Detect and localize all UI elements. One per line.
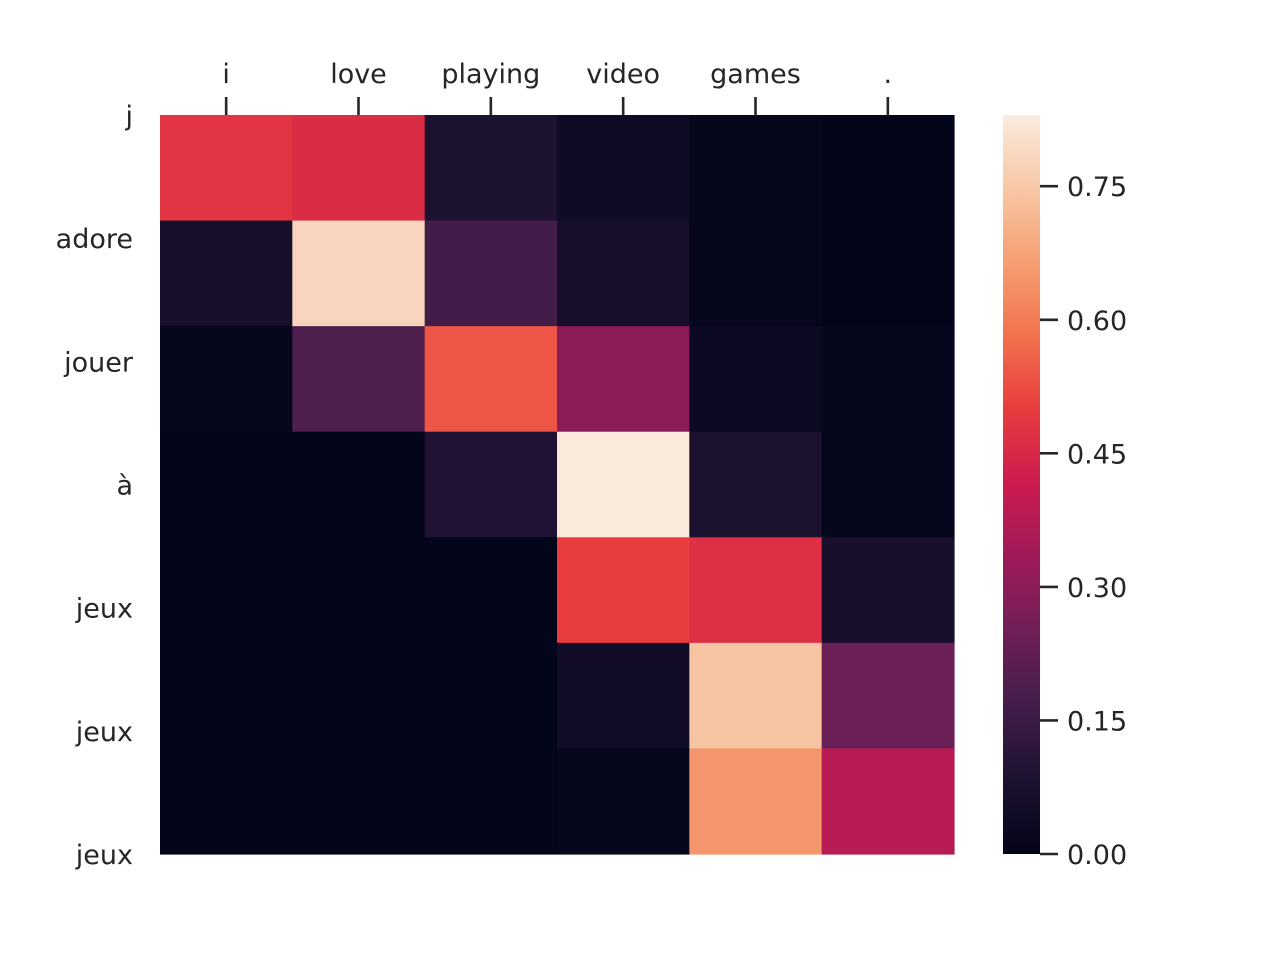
y-axis-left: j adore jouer à jeux jeux jeux [56, 101, 134, 871]
heatmap-cell-r6-c4 [689, 748, 823, 855]
heatmap-cell-r0-c3 [557, 115, 690, 222]
heatmap-cell-r4-c3 [557, 537, 690, 644]
heatmap-cell-r4-c2 [424, 537, 558, 644]
heatmap-cell-r0-c1 [292, 115, 426, 222]
heatmap-cell-r6-c0 [160, 748, 293, 855]
heatmap-cell-r1-c2 [424, 220, 558, 327]
heatmap-cell-r1-c1 [292, 220, 426, 327]
heatmap-cell-r2-c3 [557, 326, 690, 433]
x-tick-label-4: games [710, 59, 801, 90]
heatmap-cell-r6-c3 [557, 748, 690, 855]
y-tick-label-6: jeux [75, 840, 133, 871]
heatmap-cell-r0-c4 [689, 115, 823, 222]
heatmap-cell-r5-c4 [689, 642, 823, 750]
colorbar-tick-label-5: 0.75 [1067, 172, 1127, 203]
colorbar-tick-label-1: 0.15 [1067, 706, 1127, 737]
x-tick-label-2: playing [441, 59, 540, 90]
heatmap-cell-r0-c2 [424, 115, 558, 222]
heatmap-cell-r2-c0 [160, 326, 293, 433]
y-tick-label-0: j [124, 101, 133, 132]
heatmap-cell-r1-c4 [689, 220, 823, 327]
colorbar-tick-label-0: 0.00 [1067, 840, 1127, 871]
colorbar-tick-label-2: 0.30 [1067, 573, 1127, 604]
heatmap-cell-r3-c3 [557, 431, 690, 538]
heatmap-cell-r4-c4 [689, 537, 823, 644]
heatmap-cell-r3-c5 [821, 431, 955, 538]
heatmap-cell-r6-c5 [821, 748, 955, 855]
y-tick-label-2: jouer [63, 347, 134, 378]
x-tick-label-1: love [330, 59, 387, 90]
x-tick-label-3: video [586, 59, 660, 90]
heatmap-cell-r5-c0 [160, 642, 293, 750]
heatmap-cell-r4-c5 [821, 537, 955, 644]
heatmap-cell-r3-c4 [689, 431, 823, 538]
heatmap-cell-r3-c1 [292, 431, 426, 538]
y-tick-label-1: adore [56, 224, 133, 255]
heatmap-cell-r6-c2 [424, 748, 558, 855]
heatmap-cell-r5-c1 [292, 642, 426, 750]
heatmap-cell-r1-c5 [821, 220, 955, 327]
colorbar [1003, 115, 1040, 854]
y-tick-label-4: jeux [75, 594, 133, 625]
heatmap-cell-r5-c2 [424, 642, 558, 750]
x-tick-label-5: . [884, 59, 893, 90]
heatmap-cell-r2-c1 [292, 326, 426, 433]
heatmap-cell-r2-c4 [689, 326, 823, 433]
y-tick-label-5: jeux [75, 717, 133, 748]
x-axis-top: i love playing video games. [222, 59, 892, 115]
heatmap-cell-r3-c2 [424, 431, 558, 538]
x-tick-label-0: i [222, 59, 230, 90]
heatmap-cells [160, 115, 955, 855]
heatmap-cell-r6-c1 [292, 748, 426, 855]
colorbar-tick-label-3: 0.45 [1067, 439, 1127, 470]
colorbar-tick-label-4: 0.60 [1067, 306, 1127, 337]
y-tick-label-3: à [116, 471, 133, 502]
heatmap-cell-r1-c0 [160, 220, 293, 327]
heatmap-cell-r2-c2 [424, 326, 558, 433]
heatmap-cell-r5-c5 [821, 642, 955, 750]
heatmap-cell-r1-c3 [557, 220, 690, 327]
heatmap-cell-r0-c0 [160, 115, 293, 222]
heatmap-cell-r4-c1 [292, 537, 426, 644]
colorbar-ticks: 0.00 0.15 0.30 0.45 0.60 0.75 [1040, 172, 1127, 871]
heatmap-cell-r0-c5 [821, 115, 955, 222]
heatmap-cell-r3-c0 [160, 431, 293, 538]
heatmap-cell-r4-c0 [160, 537, 293, 644]
heatmap-cell-r5-c3 [557, 642, 690, 750]
heatmap-cell-r2-c5 [821, 326, 955, 433]
